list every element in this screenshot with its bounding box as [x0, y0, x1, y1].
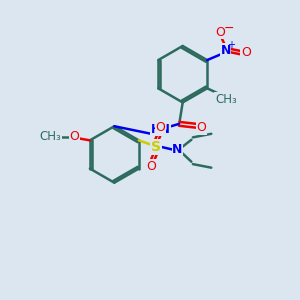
Text: O: O [147, 160, 157, 173]
Text: N: N [220, 44, 231, 57]
Text: CH₃: CH₃ [215, 92, 237, 106]
Text: +: + [227, 40, 235, 50]
Text: S: S [151, 140, 161, 154]
Text: O: O [215, 26, 225, 39]
Text: O: O [196, 121, 206, 134]
Text: O: O [241, 46, 251, 59]
Text: O: O [155, 121, 165, 134]
Text: O: O [70, 130, 80, 143]
Text: N: N [172, 143, 183, 156]
Text: HN: HN [151, 123, 171, 136]
Text: CH₃: CH₃ [39, 130, 61, 143]
Text: −: − [223, 22, 234, 35]
